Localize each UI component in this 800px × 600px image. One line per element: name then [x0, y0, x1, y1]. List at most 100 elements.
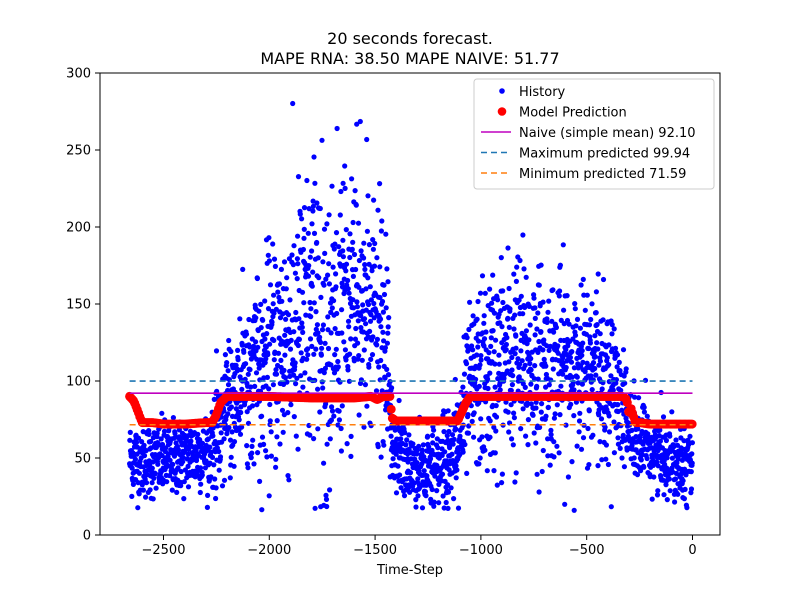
history-point: [265, 352, 271, 358]
history-point: [378, 324, 384, 330]
history-point: [310, 269, 316, 275]
history-point: [545, 453, 551, 459]
history-point: [159, 441, 166, 448]
history-point: [516, 374, 522, 380]
history-point: [382, 375, 388, 381]
history-point: [566, 321, 572, 327]
history-point: [349, 176, 355, 182]
history-point: [159, 410, 165, 416]
history-point: [383, 231, 389, 237]
history-point: [615, 435, 621, 441]
history-point: [479, 434, 485, 440]
history-point: [362, 262, 368, 268]
legend-entry-label: Naive (simple mean) 92.10: [519, 126, 696, 141]
history-point: [329, 305, 335, 311]
history-point: [609, 322, 615, 328]
history-point: [253, 315, 259, 321]
history-point: [139, 482, 145, 488]
history-point: [577, 410, 583, 416]
history-point: [674, 442, 681, 448]
history-point: [226, 425, 232, 431]
history-point: [436, 500, 442, 506]
history-point: [413, 497, 419, 503]
history-point: [355, 318, 361, 324]
history-point: [361, 255, 367, 261]
history-point: [334, 310, 340, 317]
history-point: [463, 361, 470, 367]
history-point: [489, 300, 495, 306]
history-point: [549, 318, 555, 324]
history-point: [597, 358, 604, 364]
history-point: [367, 284, 373, 290]
history-point: [262, 298, 268, 304]
history-point: [265, 306, 272, 312]
history-point: [592, 333, 598, 339]
history-point: [296, 316, 302, 322]
history-point: [626, 422, 633, 428]
history-point: [299, 216, 305, 222]
history-point: [580, 435, 587, 441]
history-point: [629, 427, 635, 433]
history-point: [687, 433, 693, 439]
history-point: [287, 297, 293, 303]
history-point: [180, 455, 186, 461]
history-point: [345, 286, 351, 292]
history-point: [307, 432, 313, 438]
history-point: [425, 433, 431, 439]
history-point: [450, 441, 456, 447]
history-point: [260, 317, 266, 323]
history-point: [641, 404, 647, 410]
history-point: [565, 474, 572, 480]
history-point: [361, 316, 368, 322]
history-point: [580, 340, 586, 346]
history-point: [632, 394, 638, 400]
history-point: [478, 416, 484, 422]
history-point: [524, 400, 530, 406]
history-point: [327, 487, 333, 493]
history-point: [291, 243, 297, 249]
history-point: [544, 319, 550, 325]
history-point: [385, 279, 391, 285]
history-point: [380, 329, 386, 335]
history-point: [492, 450, 498, 456]
history-point: [388, 433, 394, 439]
history-point: [634, 472, 641, 478]
history-point: [175, 465, 181, 471]
history-point: [129, 493, 135, 499]
history-point: [599, 386, 605, 392]
history-point: [493, 414, 500, 420]
history-point: [348, 433, 354, 439]
history-point: [445, 489, 452, 495]
history-point: [518, 293, 524, 299]
history-point: [353, 202, 359, 208]
history-point: [592, 354, 598, 360]
history-point: [464, 470, 470, 476]
history-point: [554, 443, 560, 449]
history-point: [513, 278, 520, 284]
history-point: [294, 276, 300, 282]
history-point: [561, 321, 567, 327]
history-point: [376, 364, 382, 370]
history-point: [666, 476, 672, 482]
history-point: [419, 447, 425, 453]
history-point: [140, 487, 146, 493]
history-point: [218, 430, 224, 436]
history-point: [493, 337, 499, 343]
history-point: [231, 463, 237, 469]
history-point: [146, 431, 152, 437]
history-point: [579, 381, 586, 387]
history-point: [415, 476, 421, 482]
history-point: [129, 465, 135, 471]
history-point: [185, 484, 192, 490]
history-point: [298, 350, 304, 356]
history-point: [249, 450, 255, 456]
history-point: [289, 252, 295, 258]
history-point: [522, 384, 528, 390]
history-point: [239, 342, 245, 348]
history-point: [402, 430, 408, 436]
history-point: [477, 290, 484, 296]
y-tick-label: 100: [66, 375, 91, 390]
history-point: [339, 307, 345, 313]
history-point: [604, 355, 610, 361]
